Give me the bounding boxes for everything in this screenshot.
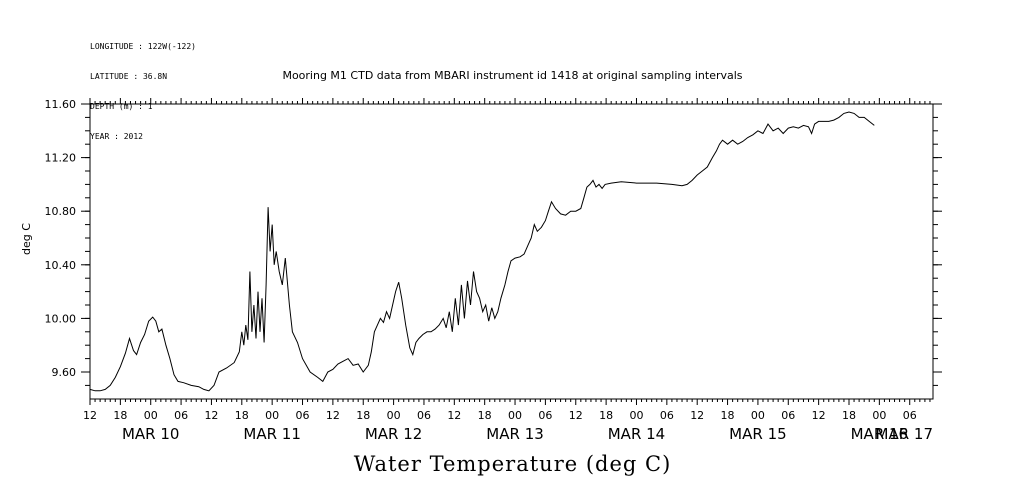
x-tick-label: 12 bbox=[326, 409, 340, 422]
x-tick-label: 06 bbox=[660, 409, 674, 422]
x-date-label: MAR 15 bbox=[729, 425, 786, 443]
x-date-label: MAR 16 bbox=[851, 425, 908, 443]
x-tick-label: 18 bbox=[356, 409, 370, 422]
year-label: YEAR : 2012 bbox=[90, 132, 143, 141]
latitude-label: LATITUDE : 36.8N bbox=[90, 72, 168, 81]
x-tick-label: 12 bbox=[83, 409, 97, 422]
x-date-label: MAR 12 bbox=[365, 425, 422, 443]
x-tick-label: 06 bbox=[417, 409, 431, 422]
x-tick-label: 12 bbox=[447, 409, 461, 422]
y-tick-label: 10.80 bbox=[45, 205, 77, 218]
x-tick-label: 00 bbox=[144, 409, 158, 422]
x-tick-label: 00 bbox=[387, 409, 401, 422]
plot-frame bbox=[89, 103, 934, 400]
y-tick-label: 10.00 bbox=[45, 312, 77, 325]
x-tick-label: 06 bbox=[174, 409, 188, 422]
depth-label: DEPTH (m) : 1 bbox=[90, 102, 153, 111]
x-date-label: MAR 17 bbox=[876, 425, 933, 443]
y-tick-label: 11.60 bbox=[45, 98, 77, 111]
x-tick-label: 00 bbox=[872, 409, 886, 422]
x-tick-label: 12 bbox=[569, 409, 583, 422]
x-tick-label: 00 bbox=[508, 409, 522, 422]
x-tick-label: 12 bbox=[690, 409, 704, 422]
y-tick-label: 9.60 bbox=[52, 366, 77, 379]
x-tick-label: 18 bbox=[599, 409, 613, 422]
longitude-label: LONGITUDE : 122W(-122) bbox=[90, 42, 196, 51]
y-tick-label: 10.40 bbox=[45, 259, 77, 272]
x-date-label: MAR 11 bbox=[243, 425, 300, 443]
temperature-series-line bbox=[89, 111, 875, 392]
x-tick-label: 00 bbox=[629, 409, 643, 422]
station-metadata: LONGITUDE : 122W(-122) LATITUDE : 36.8N … bbox=[90, 22, 196, 152]
x-tick-label: 06 bbox=[538, 409, 552, 422]
x-tick-label: 00 bbox=[751, 409, 765, 422]
x-tick-label: 18 bbox=[842, 409, 856, 422]
chart-title: Mooring M1 CTD data from MBARI instrumen… bbox=[282, 69, 743, 82]
x-tick-label: 12 bbox=[204, 409, 218, 422]
x-tick-label: 06 bbox=[296, 409, 310, 422]
x-tick-label: 06 bbox=[903, 409, 917, 422]
x-axis-title: Water Temperature (deg C) bbox=[353, 452, 672, 476]
x-tick-label: 00 bbox=[265, 409, 279, 422]
x-date-label: MAR 13 bbox=[486, 425, 543, 443]
x-tick-label: 06 bbox=[781, 409, 795, 422]
x-date-label: MAR 10 bbox=[122, 425, 179, 443]
y-tick-label: 11.20 bbox=[45, 152, 77, 165]
x-tick-label: 18 bbox=[113, 409, 127, 422]
x-date-label: MAR 14 bbox=[608, 425, 665, 443]
x-tick-label: 18 bbox=[721, 409, 735, 422]
x-tick-label: 18 bbox=[235, 409, 249, 422]
x-tick-label: 18 bbox=[478, 409, 492, 422]
x-tick-label: 12 bbox=[812, 409, 826, 422]
